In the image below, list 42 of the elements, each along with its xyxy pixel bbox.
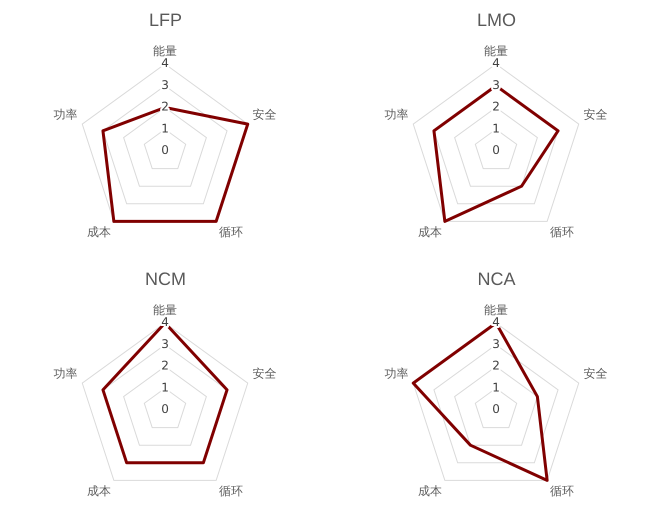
chart-title: LMO [476, 10, 516, 30]
spoke-label: 循环 [550, 224, 574, 239]
spoke-label: 安全 [583, 108, 608, 122]
y-tick-label: 2 [492, 358, 500, 373]
spoke-label: 成本 [418, 484, 442, 498]
y-tick-label: 1 [161, 121, 169, 136]
spoke-label: 成本 [86, 224, 111, 239]
y-tick-label: 3 [161, 78, 169, 92]
spoke-label: 循环 [219, 484, 244, 498]
y-tick-label: 2 [161, 358, 169, 373]
y-tick-label: 0 [492, 402, 500, 416]
spoke-label: 功率 [54, 108, 78, 122]
y-tick-label: 0 [161, 143, 169, 158]
y-tick-label: 2 [161, 100, 169, 114]
spoke-label: 能量 [153, 303, 177, 318]
spoke-label: 循环 [550, 484, 574, 498]
y-tick-label: 4 [161, 56, 169, 70]
y-tick-label: 0 [492, 143, 500, 158]
spoke-label: 安全 [252, 108, 276, 122]
y-tick-label: 0 [161, 402, 169, 416]
spoke-label: 安全 [583, 366, 608, 381]
chart-title: NCM [145, 268, 186, 289]
y-tick-label: 4 [492, 56, 500, 70]
chart-title: LFP [148, 10, 182, 30]
y-tick-label: 3 [161, 336, 169, 351]
spoke-label: 能量 [484, 44, 508, 58]
spoke-label: 功率 [384, 108, 409, 122]
y-tick-label: 3 [492, 336, 500, 351]
spoke-label: 功率 [54, 366, 78, 381]
y-tick-label: 2 [492, 100, 500, 114]
y-tick-label: 3 [492, 78, 500, 92]
spoke-label: 循环 [219, 224, 244, 239]
y-tick-label: 1 [492, 121, 500, 136]
chart-title: NCA [477, 268, 516, 289]
spoke-label: 成本 [418, 224, 442, 239]
y-tick-label: 1 [492, 380, 500, 394]
spoke-label: 安全 [252, 366, 276, 381]
spoke-label: 功率 [384, 366, 409, 381]
spoke-label: 能量 [153, 44, 177, 58]
spoke-label: 能量 [484, 303, 508, 318]
spoke-label: 成本 [86, 484, 111, 498]
y-tick-label: 1 [161, 380, 169, 394]
